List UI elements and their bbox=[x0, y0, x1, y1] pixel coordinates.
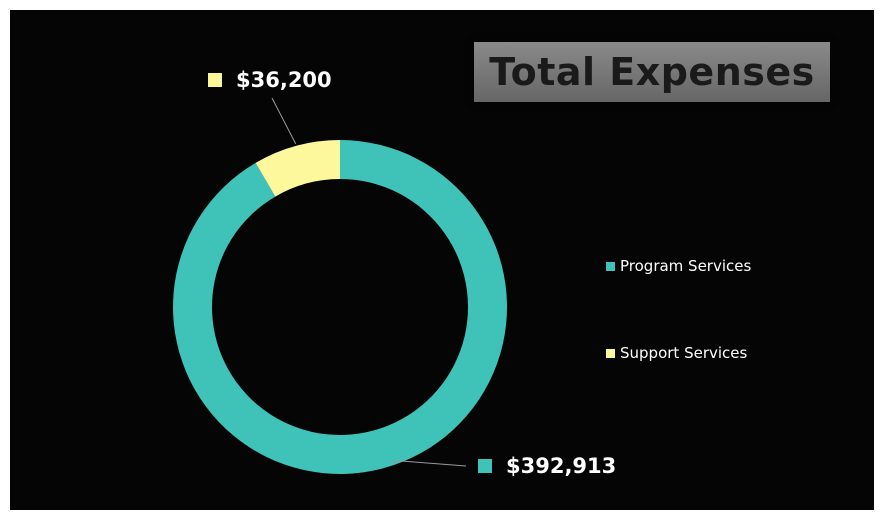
legend-swatch-support-services bbox=[606, 348, 615, 358]
chart-panel: Total Expenses Program Services Support … bbox=[10, 10, 874, 510]
data-label-swatch-program-services bbox=[478, 459, 492, 473]
data-label-value-program-services: $392,913 bbox=[506, 454, 617, 478]
data-label-support-services: $36,200 bbox=[208, 68, 332, 92]
chart-title: Total Expenses bbox=[489, 50, 815, 94]
chart-title-box: Total Expenses bbox=[474, 42, 830, 102]
donut-slice-program-services bbox=[173, 140, 508, 474]
legend-swatch-program-services bbox=[606, 261, 615, 271]
legend-label-support-services: Support Services bbox=[620, 344, 748, 362]
legend-item-support-services: Support Services bbox=[606, 344, 747, 362]
data-label-value-support-services: $36,200 bbox=[236, 68, 332, 92]
data-label-swatch-support-services bbox=[208, 73, 222, 87]
donut-slices bbox=[173, 140, 508, 474]
leader-lines bbox=[271, 97, 467, 467]
donut-slice-support-services bbox=[255, 140, 340, 197]
leader-line-program-services bbox=[389, 459, 467, 467]
data-label-program-services: $392,913 bbox=[478, 454, 616, 478]
donut-chart bbox=[173, 97, 508, 474]
legend-label-program-services: Program Services bbox=[620, 257, 752, 275]
legend-item-program-services: Program Services bbox=[606, 257, 751, 275]
leader-line-support-services bbox=[271, 97, 297, 145]
